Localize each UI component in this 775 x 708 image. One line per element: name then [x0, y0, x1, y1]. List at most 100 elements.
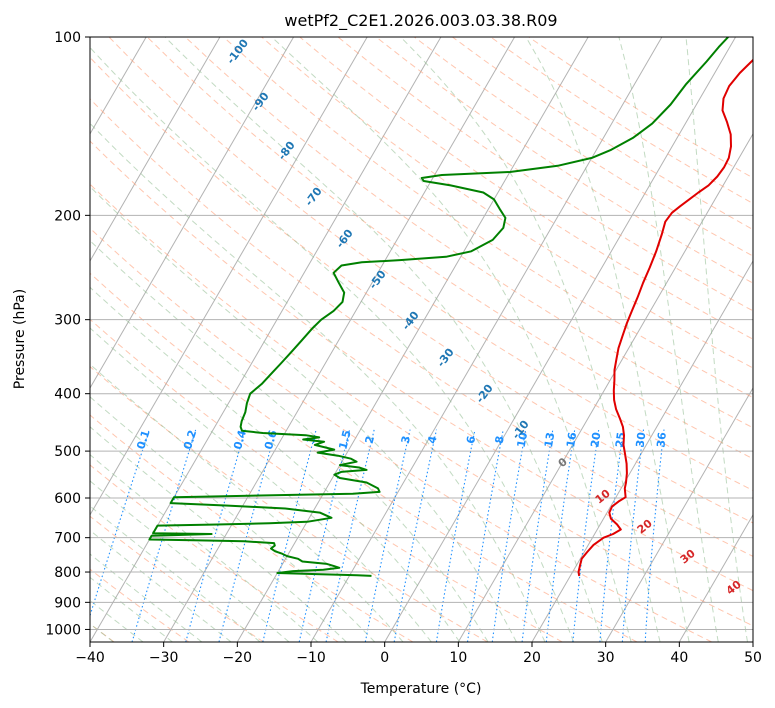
- mixing-ratio-label: 6: [464, 434, 478, 444]
- x-axis-label: Temperature (°C): [360, 681, 482, 697]
- x-tick-label: 10: [449, 650, 467, 666]
- mixing-ratio-line: [131, 429, 197, 642]
- mixing-ratio-line: [621, 429, 645, 642]
- mixing-ratio-label: 0.4: [231, 428, 249, 451]
- mixing-ratio-label: 10: [515, 431, 531, 449]
- x-tick-label: 50: [744, 650, 762, 666]
- y-tick-label: 200: [54, 208, 81, 224]
- mixing-ratio-label: 0.1: [134, 428, 152, 451]
- isotherm-line: [678, 513, 753, 642]
- dry-adiabat-line: [90, 568, 190, 642]
- y-tick-label: 700: [54, 531, 81, 547]
- mixing-ratio-label: 4: [425, 434, 439, 445]
- isotherm-line: [236, 37, 589, 642]
- y-axis-ticks: 1000 900 800 700 600 500 400 300 200 100: [45, 30, 90, 638]
- x-tick-label: 40: [670, 650, 688, 666]
- y-tick-label: 900: [54, 595, 81, 611]
- isotherm-line: [531, 259, 753, 642]
- dry-adiabat-line: [90, 183, 753, 627]
- dewpoint-profile-line: [148, 37, 729, 577]
- isotherm-line: [90, 37, 295, 390]
- mixing-ratio-label: 1.5: [336, 429, 353, 451]
- line-labels: 0.1 0.2 0.4 0.6 1 1.5 2 3 4 6 8 10 13 16 20 25 30 36-100-…: [134, 37, 744, 597]
- dry-adiabat-line: [90, 414, 414, 642]
- moist-adiabat-line: [525, 37, 690, 642]
- mixing-ratio-label: 13: [542, 431, 557, 448]
- y-tick-label: 100: [54, 30, 81, 46]
- mixing-ratio-label: 0.2: [181, 429, 199, 451]
- moist-adiabat-line: [618, 37, 719, 642]
- dry-adiabat-line: [90, 227, 712, 642]
- moist-adiabat-line: [90, 396, 376, 642]
- moist-adiabat-line: [90, 286, 461, 642]
- y-tick-label: 500: [54, 444, 81, 460]
- chart-title: wetPf2_C2E1.2026.003.03.38.R09: [284, 11, 557, 31]
- x-tick-label: 0: [380, 650, 389, 666]
- moist-adiabat-line: [90, 327, 432, 642]
- mixing-ratio-line: [218, 429, 277, 642]
- plot-area: 0.1 0.2 0.4 0.6 1 1.5 2 3 4 6 8 10 13 16 20 25 30 36-100-…: [90, 37, 753, 642]
- mixing-ratio-line: [90, 429, 150, 618]
- isotherm-line: [90, 37, 221, 262]
- x-tick-label: −20: [223, 650, 253, 666]
- x-tick-label: −10: [296, 650, 326, 666]
- dry-adiabat-line: [223, 37, 753, 399]
- x-tick-label: −30: [149, 650, 179, 666]
- y-tick-label: 400: [54, 387, 81, 403]
- mixing-ratio-label: 8: [493, 435, 507, 445]
- dry-adiabat-line: [375, 37, 753, 284]
- y-tick-label: 300: [54, 313, 81, 329]
- mixing-ratio-label: 36: [654, 431, 669, 448]
- y-tick-label: 1000: [45, 622, 81, 638]
- mixing-ratio-label: 3: [399, 435, 413, 445]
- x-tick-label: −40: [75, 650, 105, 666]
- isotherm-line: [90, 37, 368, 516]
- moist-adiabat-line: [90, 186, 517, 642]
- moist-adiabat-line: [90, 46, 575, 642]
- isotherm-line: [90, 37, 442, 642]
- isotherm-line: [605, 387, 753, 642]
- plot-frame: [89, 36, 754, 643]
- profile-series: [148, 37, 753, 577]
- dry-adiabat-line: [90, 140, 753, 592]
- mixing-ratio-line: [185, 429, 246, 642]
- dry-adiabat-line: [184, 37, 753, 429]
- moist-adiabat-line: [271, 37, 632, 642]
- mixing-ratio-line: [599, 429, 624, 642]
- dry-adiabat-line: [261, 37, 753, 369]
- mixing-ratio-line: [491, 429, 527, 642]
- isobar-lines: [90, 37, 753, 630]
- moist-adiabat-line: [164, 37, 603, 642]
- moist-adiabat-line: [90, 454, 319, 642]
- dry-adiabat-line: [90, 365, 488, 642]
- isotherm-line: [457, 132, 753, 642]
- moist-adiabat-lines: [90, 37, 748, 642]
- x-axis-ticks: −40 −30 −20 −10 0 10 20 30 40 50: [75, 642, 762, 666]
- mixing-ratio-label: 30: [634, 431, 649, 448]
- y-tick-label: 600: [54, 491, 81, 507]
- mixing-ratio-line: [644, 429, 665, 642]
- mixing-ratio-label: 2: [363, 435, 377, 445]
- dry-adiabat-lines: [90, 37, 753, 642]
- moist-adiabat-line: [685, 37, 748, 642]
- mixing-ratio-label: 20: [588, 431, 603, 448]
- mixing-ratio-label: 16: [564, 431, 579, 448]
- temperature-profile-line: [577, 58, 753, 577]
- mixing-ratio-line: [521, 429, 554, 642]
- mixing-ratio-lines: [90, 429, 665, 642]
- moist-adiabat-line: [90, 122, 546, 642]
- dry-adiabat-line: [108, 37, 753, 492]
- dry-adiabat-line: [90, 98, 753, 557]
- dry-adiabat-line: [90, 515, 264, 642]
- mixing-ratio-line: [466, 429, 504, 642]
- x-tick-label: 30: [597, 650, 615, 666]
- moist-adiabat-line: [90, 426, 347, 642]
- y-tick-label: 800: [54, 565, 81, 581]
- dry-adiabat-line: [337, 37, 753, 312]
- y-axis-label: Pressure (hPa): [12, 289, 28, 389]
- moist-adiabat-line: [400, 37, 661, 642]
- x-tick-label: 20: [523, 650, 541, 666]
- mixing-ratio-line: [435, 429, 476, 642]
